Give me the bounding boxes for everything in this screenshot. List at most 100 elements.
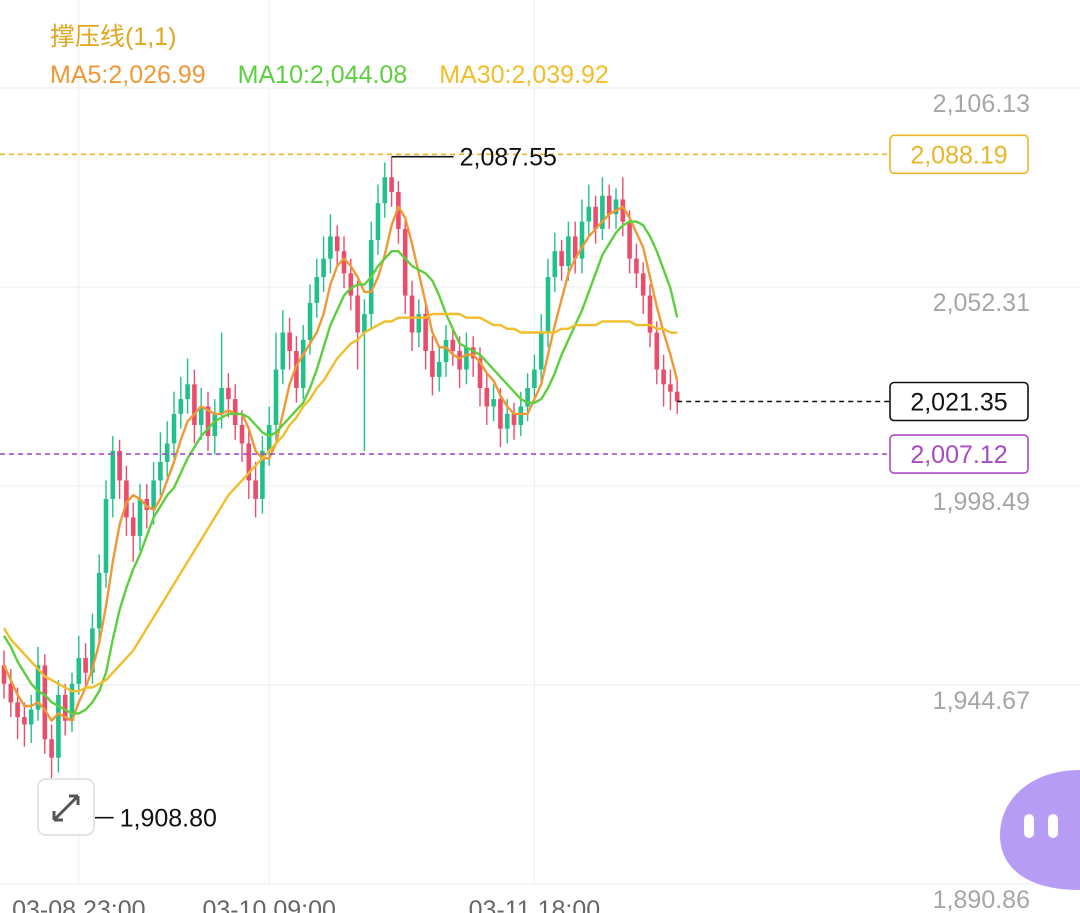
candle-body	[287, 332, 292, 352]
price-label-box	[889, 434, 1029, 474]
candle-body	[613, 199, 619, 215]
legend-entry: MA5:2,026.99	[50, 61, 206, 89]
candle-body	[314, 277, 320, 303]
candle-body	[518, 406, 524, 425]
price-label-box	[889, 134, 1029, 175]
candle-body	[348, 273, 354, 296]
overlays: 2,088.19 2,007.12 2,021.35 2,087.55 1,908.80	[0, 134, 1029, 833]
candle-body	[586, 206, 592, 222]
candle-body	[42, 665, 48, 740]
candle-body	[504, 413, 510, 429]
candle-body	[130, 517, 136, 536]
candle-body	[90, 628, 95, 673]
candle-body	[640, 273, 646, 296]
candle-body	[545, 277, 551, 333]
candle-body	[511, 413, 517, 425]
candle-body	[239, 424, 245, 444]
x-tick-label: 03-10 09:00	[202, 896, 335, 913]
candle-body	[158, 461, 163, 481]
candle-body	[498, 399, 503, 429]
candle-body	[674, 391, 680, 402]
candle-body	[334, 236, 340, 252]
candle-body	[443, 339, 449, 363]
candle-body	[8, 683, 14, 703]
price-label: 2,021.35	[910, 388, 1007, 416]
candle-body	[226, 387, 231, 400]
candle-body	[280, 332, 286, 370]
bubble-body[interactable]	[1000, 770, 1080, 890]
candle-body	[328, 236, 333, 259]
candle-body	[647, 295, 653, 333]
candle-body	[96, 572, 102, 629]
candle-body	[266, 424, 272, 451]
candle-body	[205, 406, 211, 437]
candle-body	[464, 347, 469, 370]
candle-body	[164, 443, 170, 462]
candle-body	[341, 251, 347, 274]
x-tick-label: 03-08 23:00	[12, 896, 145, 913]
ma-line	[2, 312, 678, 693]
annotation-label: 1,908.80	[120, 805, 217, 833]
candle-body	[382, 177, 388, 204]
candle-body	[634, 258, 639, 274]
candle-body	[450, 339, 456, 352]
candle-body	[144, 498, 150, 511]
candle-body	[151, 480, 156, 511]
candle-body	[124, 480, 129, 518]
candle-body	[212, 413, 218, 437]
candle-body	[593, 206, 598, 229]
legend: MA5:2,026.99 MA10:2,044.08 MA30:2,039.92	[50, 61, 609, 89]
candle-body	[470, 347, 476, 359]
candle-body	[300, 339, 306, 388]
candle-body	[253, 480, 258, 499]
y-tick-label: 1,944.67	[933, 687, 1030, 715]
bubble-eye	[1048, 814, 1058, 838]
candle-body	[307, 302, 313, 340]
candle-body	[15, 702, 20, 718]
candle-body	[484, 387, 490, 407]
expand-button[interactable]	[37, 778, 95, 836]
candle-body	[355, 295, 360, 333]
legend-entry: MA30:2,039.92	[439, 61, 609, 89]
candle-body	[477, 358, 483, 388]
price-label-box	[889, 381, 1029, 422]
candle-body	[198, 406, 204, 425]
chart-title: 撑压线(1,1)	[50, 23, 176, 51]
candle-body	[171, 413, 177, 444]
candle-body	[436, 362, 442, 377]
candle-body	[1, 665, 7, 684]
candle-body	[192, 384, 197, 425]
candle-body	[430, 351, 435, 377]
candle-body	[185, 384, 190, 400]
candle-body	[627, 221, 632, 259]
candle-body	[402, 228, 408, 296]
candle-body	[22, 717, 27, 725]
candle-body	[232, 399, 238, 425]
candle-body	[409, 295, 415, 333]
candle-body	[423, 314, 428, 352]
ma-line	[2, 220, 679, 715]
candle-body	[525, 387, 530, 407]
candle-body	[69, 683, 75, 721]
ma-line	[2, 205, 679, 722]
candle-body	[49, 739, 54, 758]
candle-body	[219, 387, 224, 414]
candle-body	[654, 332, 660, 370]
candle-body	[35, 665, 41, 710]
assistant-bubble[interactable]	[1000, 770, 1080, 890]
bubble-eye	[1024, 814, 1034, 838]
candle-body	[62, 694, 68, 721]
candle-body	[103, 498, 109, 573]
candle-body	[579, 221, 585, 259]
candle-body	[552, 251, 558, 278]
candle-body	[620, 199, 626, 222]
y-tick-label: 2,052.31	[933, 289, 1030, 317]
candle-body	[416, 314, 422, 333]
y-tick-label: 1,998.49	[933, 488, 1030, 516]
marks	[1, 156, 680, 818]
candle-body	[28, 709, 34, 725]
candle-body	[56, 694, 61, 758]
